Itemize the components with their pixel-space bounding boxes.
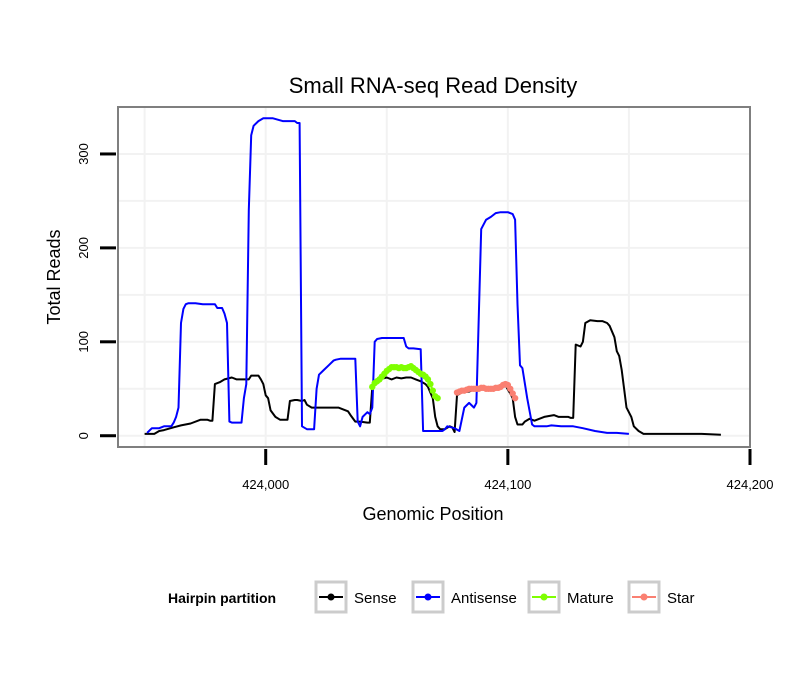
legend-item-mature: Mature <box>527 580 614 614</box>
legend-key-point <box>540 593 548 601</box>
y-tick-label: 300 <box>76 143 91 165</box>
series-mature-point <box>429 387 436 394</box>
y-axis: 0 100 200 300 <box>76 143 116 439</box>
series-layer <box>144 117 721 436</box>
legend-key-point <box>327 593 335 601</box>
legend-item-sense: Sense <box>314 580 397 614</box>
series-mature-point <box>424 376 432 383</box>
y-tick-label: 0 <box>76 432 91 439</box>
x-tick-label: 424,100 <box>484 477 531 492</box>
legend-label: Star <box>667 590 695 607</box>
legend-key-point <box>424 593 432 601</box>
series-mature-point <box>434 394 441 402</box>
series-mature-point <box>427 380 434 388</box>
series-sense <box>144 319 721 436</box>
series-star-point <box>509 390 516 397</box>
y-tick-label: 100 <box>76 331 91 353</box>
series-star <box>453 380 519 402</box>
legend-key-point <box>640 593 648 601</box>
chart-title: Small RNA-seq Read Density <box>289 73 578 98</box>
series-star-point <box>511 394 519 402</box>
legend-item-star: Star <box>627 580 695 614</box>
series-sense-line <box>144 319 721 436</box>
y-axis-label: Total Reads <box>44 229 64 324</box>
legend-label: Sense <box>354 590 397 607</box>
legend-label: Antisense <box>451 590 517 607</box>
x-axis-label: Genomic Position <box>362 504 503 524</box>
series-antisense-line <box>146 117 629 435</box>
series-star-point <box>507 385 514 392</box>
series-mature <box>369 363 441 402</box>
plot-border <box>117 106 751 448</box>
legend: Hairpin partition Sense Antisense Mature St… <box>168 580 695 614</box>
legend-title: Hairpin partition <box>168 590 276 606</box>
legend-label: Mature <box>567 590 614 607</box>
x-tick-label: 424,000 <box>242 477 289 492</box>
series-antisense <box>146 117 629 435</box>
x-axis: 424,000 424,100 424,200 <box>242 449 774 492</box>
legend-item-antisense: Antisense <box>411 580 517 614</box>
y-tick-label: 200 <box>76 237 91 259</box>
x-tick-label: 424,200 <box>727 477 774 492</box>
